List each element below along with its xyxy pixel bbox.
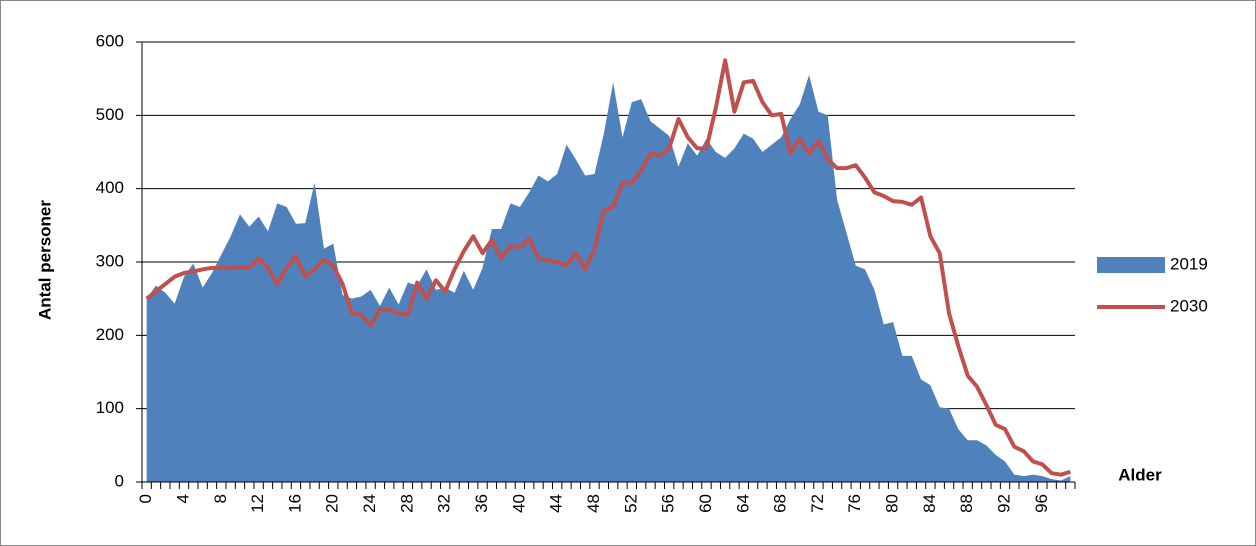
area bbox=[146, 75, 1071, 482]
x-tick-label: 36 bbox=[472, 494, 491, 513]
legend-swatch bbox=[1097, 257, 1165, 273]
x-tick-label: 60 bbox=[696, 494, 715, 513]
x-tick-label: 24 bbox=[360, 494, 379, 513]
x-tick-label: 28 bbox=[397, 494, 416, 513]
x-tick-label: 16 bbox=[285, 494, 304, 513]
line bbox=[145, 58, 1071, 477]
x-tick-label: 52 bbox=[621, 494, 640, 513]
x-tick-label: 48 bbox=[584, 494, 603, 513]
x-tick-label: 20 bbox=[323, 494, 342, 513]
y-tick-label: 0 bbox=[115, 471, 124, 490]
legend-label: 2030 bbox=[1170, 296, 1208, 315]
x-tick-label: 56 bbox=[659, 494, 678, 513]
x-tick-label: 84 bbox=[920, 494, 939, 513]
x-tick-label: 8 bbox=[211, 494, 230, 503]
x-tick-label: 80 bbox=[883, 494, 902, 513]
x-tick-label: 76 bbox=[845, 494, 864, 513]
x-tick-label: 4 bbox=[173, 494, 192, 503]
x-tick-label: 92 bbox=[995, 494, 1014, 513]
y-axis-title: Antal personer bbox=[35, 200, 54, 320]
y-tick-label: 100 bbox=[96, 398, 124, 417]
x-tick-label: 32 bbox=[435, 494, 454, 513]
x-tick-label: 96 bbox=[1032, 494, 1051, 513]
x-tick-label: 0 bbox=[136, 494, 155, 503]
x-tick-label: 68 bbox=[771, 494, 790, 513]
x-tick-label: 88 bbox=[957, 494, 976, 513]
y-tick-label: 200 bbox=[96, 325, 124, 344]
x-tick-label: 64 bbox=[733, 494, 752, 513]
x-tick-label: 72 bbox=[808, 494, 827, 513]
x-tick-label: 44 bbox=[547, 494, 566, 513]
y-tick-label: 500 bbox=[96, 105, 124, 124]
legend-label: 2019 bbox=[1170, 254, 1208, 273]
x-axis-title: Alder bbox=[1118, 465, 1162, 484]
y-tick-label: 300 bbox=[96, 251, 124, 270]
x-tick-label: 12 bbox=[248, 494, 267, 513]
x-tick-label: 40 bbox=[509, 494, 528, 513]
y-tick-label: 600 bbox=[96, 31, 124, 50]
y-tick-label: 400 bbox=[96, 178, 124, 197]
